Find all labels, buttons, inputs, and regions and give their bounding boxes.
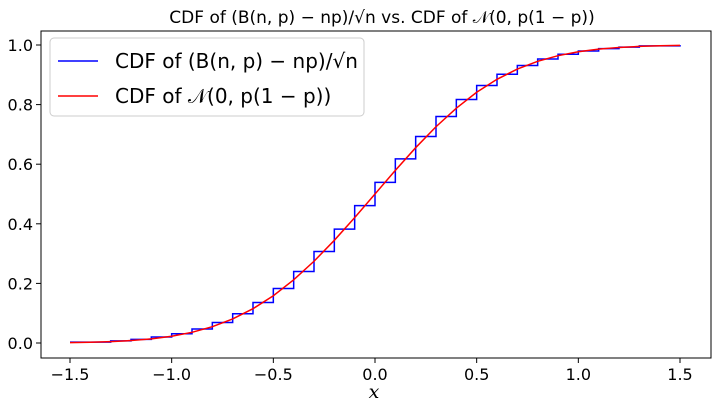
x-tick-label: 0.5 [464, 365, 489, 384]
legend-box [49, 37, 365, 117]
legend: CDF of (B(n, p) − np)/√n CDF of 𝒩(0, p(1… [49, 37, 365, 117]
y-axis: 0.0 0.2 0.4 0.6 0.8 1.0 [8, 36, 41, 353]
chart-title: CDF of (B(n, p) − np)/√n vs. CDF of 𝒩(0,… [169, 8, 594, 28]
legend-label-binomial: CDF of (B(n, p) − np)/√n [115, 49, 358, 73]
plot-frame [40, 30, 712, 359]
x-tick-label: 0.0 [362, 365, 387, 384]
x-tick-label: 1.5 [667, 365, 692, 384]
x-tick-label: −1.0 [152, 365, 191, 384]
y-tick-label: 1.0 [8, 36, 33, 55]
series-line-normal-cdf [69, 44, 681, 344]
x-tick-label: −1.5 [51, 365, 90, 384]
y-tick-label: 0.8 [8, 96, 33, 115]
y-tick-label: 0.2 [8, 274, 33, 293]
x-axis-label: x [369, 381, 380, 403]
legend-label-normal: CDF of 𝒩(0, p(1 − p)) [115, 84, 331, 108]
y-tick-label: 0.6 [8, 155, 33, 174]
x-tick-label: −0.5 [254, 365, 293, 384]
y-tick-label: 0.4 [8, 215, 33, 234]
x-tick-label: 1.0 [566, 365, 591, 384]
x-axis: −1.5 −1.0 −0.5 0.0 0.5 1.0 1.5 [51, 358, 693, 384]
y-tick-label: 0.0 [8, 334, 33, 353]
